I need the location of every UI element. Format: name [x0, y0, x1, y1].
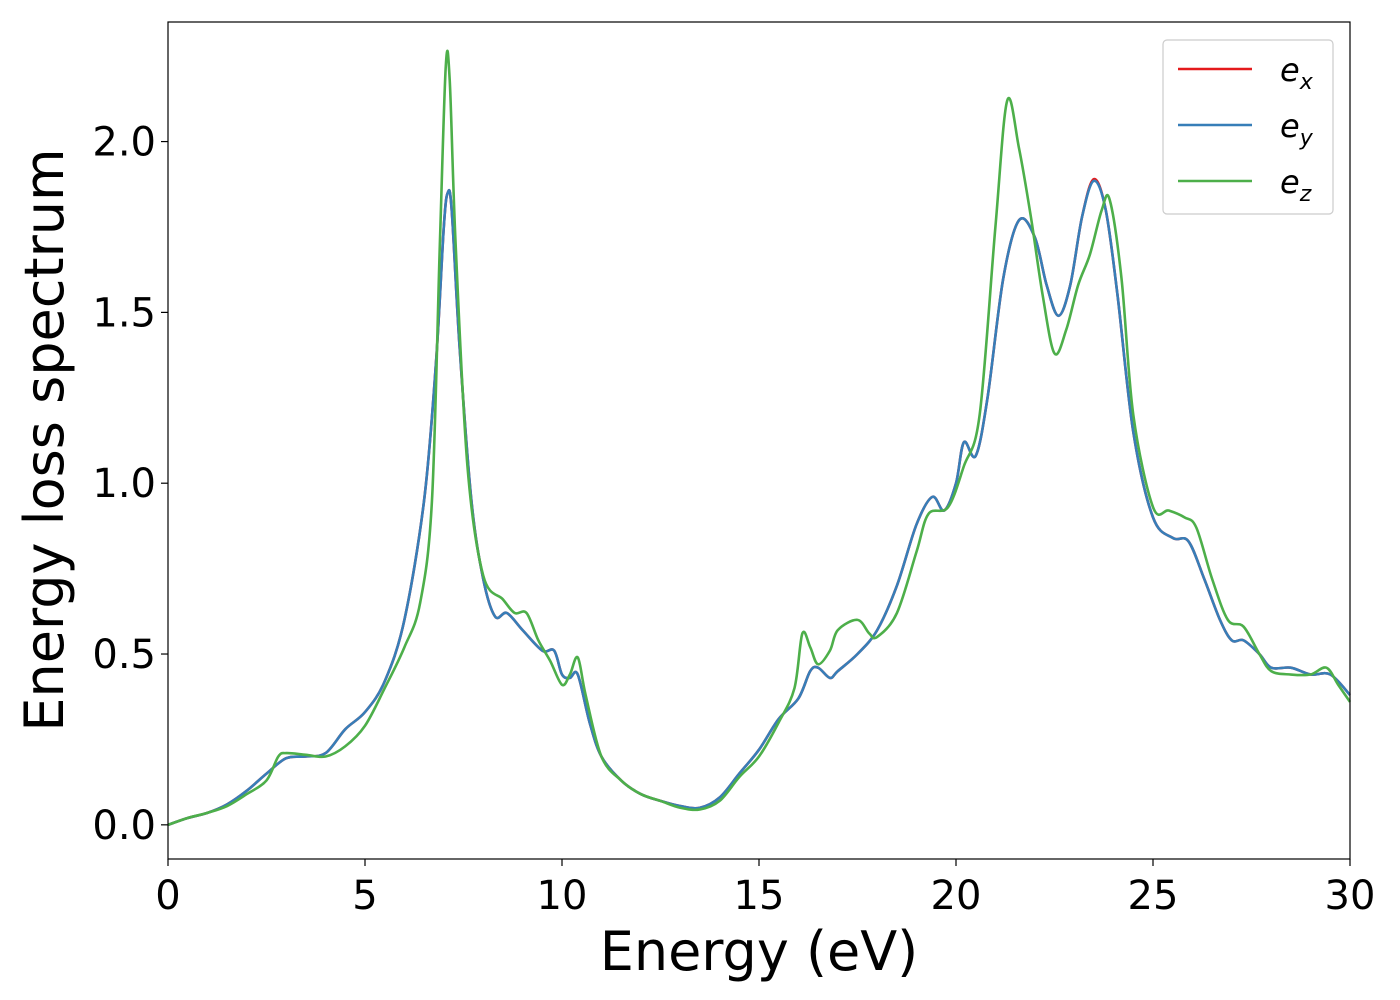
x-tick-label: 5 [352, 873, 377, 919]
series-layer [167, 49, 1352, 827]
x-tick-label: 0 [155, 873, 180, 919]
series-line-ez [167, 49, 1352, 827]
x-axis-label: Energy (eV) [600, 920, 919, 983]
y-tick-label: 0.0 [92, 803, 156, 849]
x-tick-label: 10 [537, 873, 588, 919]
legend-label: ey [1280, 107, 1314, 151]
y-tick-label: 1.0 [92, 461, 156, 507]
series-line-ey [167, 179, 1351, 827]
y-axis: 0.0 0.5 1.0 1.5 2.0 [92, 120, 168, 849]
y-axis-label: Energy loss spectrum [13, 148, 76, 731]
x-tick-label: 15 [734, 873, 785, 919]
y-tick-label: 0.5 [92, 632, 156, 678]
legend-box [1162, 39, 1334, 215]
x-axis: 0 5 10 15 20 25 30 [155, 859, 1375, 919]
y-tick-label: 2.0 [92, 120, 156, 166]
legend-label: ex [1280, 51, 1314, 95]
x-tick-label: 25 [1128, 873, 1179, 919]
x-tick-label: 30 [1325, 873, 1376, 919]
y-tick-label: 1.5 [92, 290, 156, 336]
x-tick-label: 20 [931, 873, 982, 919]
